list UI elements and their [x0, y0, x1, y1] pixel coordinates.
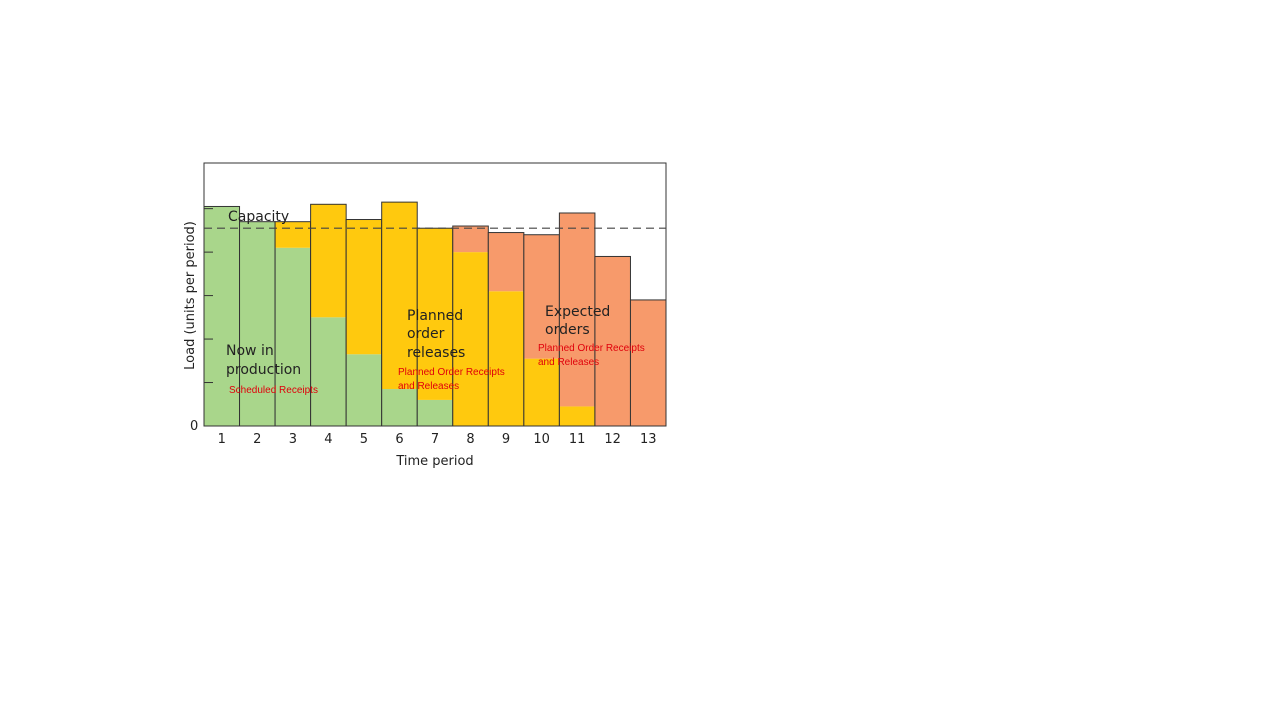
- y-axis-title: Load (units per period): [183, 221, 198, 370]
- bar-scheduled-period-3: [275, 247, 311, 426]
- x-tick-label: 12: [604, 432, 621, 447]
- bar-planned-period-11: [559, 406, 595, 426]
- x-tick-label: 9: [502, 432, 510, 447]
- label-now-in-production: Now in production: [226, 343, 301, 378]
- bar-scheduled-period-4: [310, 317, 347, 426]
- y-zero-label: 0: [190, 419, 198, 434]
- bar-planned-period-8: [452, 252, 489, 426]
- bar-planned-period-9: [488, 291, 524, 426]
- x-tick-label: 10: [533, 432, 550, 447]
- x-axis-title: Time period: [395, 454, 473, 469]
- bar-expected-period-8: [452, 226, 489, 253]
- x-tick-label: 3: [289, 432, 297, 447]
- x-tick-label: 7: [431, 432, 439, 447]
- bar-expected-period-13: [630, 299, 666, 426]
- label-expected-orders: Expected orders: [545, 304, 615, 338]
- x-tick-label: 5: [360, 432, 368, 447]
- x-tick-label: 1: [218, 432, 226, 447]
- x-tick-label: 2: [253, 432, 261, 447]
- x-tick-label: 6: [395, 432, 403, 447]
- bar-scheduled-period-2: [239, 221, 276, 426]
- bar-expected-period-9: [488, 232, 524, 292]
- bar-planned-period-3: [275, 221, 311, 248]
- bar-planned-period-6: [381, 202, 418, 390]
- bar-scheduled-period-6: [381, 389, 418, 426]
- bar-scheduled-period-7: [417, 399, 453, 426]
- x-tick-label: 4: [324, 432, 332, 447]
- note-scheduled-receipts: Scheduled Receipts: [229, 385, 318, 396]
- label-planned-order-releases: Planned order releases: [407, 308, 468, 361]
- bar-planned-period-5: [346, 219, 382, 355]
- bar-expected-period-10: [523, 234, 560, 359]
- y-ticks-group: [204, 208, 213, 384]
- bar-scheduled-period-5: [346, 354, 382, 426]
- bars-group: [203, 201, 667, 427]
- bar-planned-period-4: [310, 204, 347, 318]
- bar-planned-period-10: [523, 358, 560, 426]
- bar-planned-period-7: [417, 228, 453, 400]
- bar-outline-period-13: [629, 299, 667, 427]
- x-tick-label: 13: [640, 432, 657, 447]
- x-tick-label: 11: [569, 432, 586, 447]
- bar-expected-period-11: [559, 212, 595, 407]
- note-expected-receipts: Planned Order Receipts and Releases: [538, 343, 648, 368]
- bar-expected-period-12: [594, 256, 631, 426]
- capacity-label: Capacity: [228, 209, 289, 225]
- x-tick-labels: 1 2 3 4 5 6 7 8 9 10 11 12 13: [218, 432, 657, 447]
- note-planned-receipts: Planned Order Receipts and Releases: [398, 367, 508, 392]
- x-tick-label: 8: [466, 432, 474, 447]
- bar-scheduled-period-1: [204, 206, 240, 426]
